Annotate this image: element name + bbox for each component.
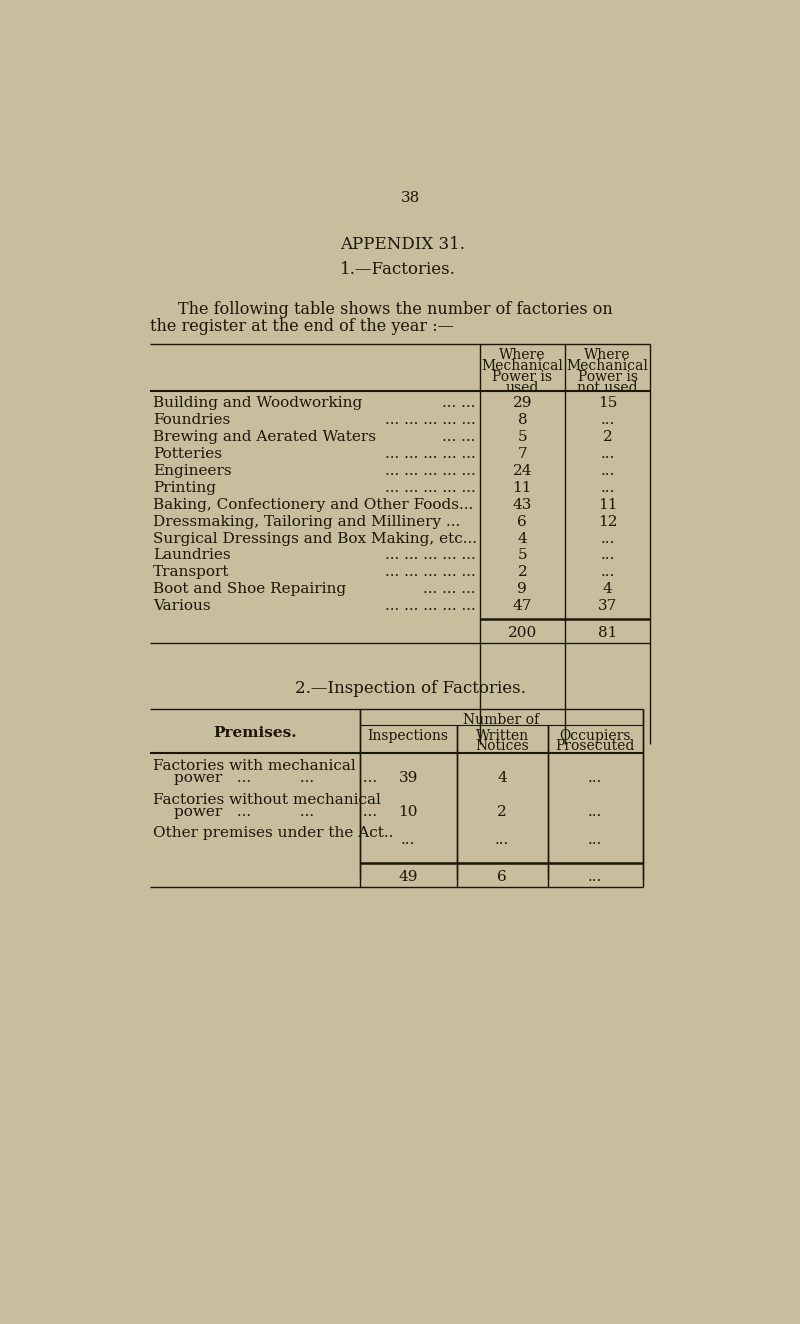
Text: Baking, Confectionery and Other Foods...: Baking, Confectionery and Other Foods... <box>153 498 473 511</box>
Text: 2: 2 <box>498 805 507 820</box>
Text: ...: ... <box>588 833 602 846</box>
Text: Factories with mechanical: Factories with mechanical <box>153 759 355 773</box>
Text: Printing: Printing <box>153 481 216 495</box>
Text: ...: ... <box>601 448 614 461</box>
Text: 15: 15 <box>598 396 618 410</box>
Text: 2.—Inspection of Factories.: 2.—Inspection of Factories. <box>294 681 526 698</box>
Text: power   ...          ...          ...: power ... ... ... <box>174 805 377 820</box>
Text: 29: 29 <box>513 396 532 410</box>
Text: ... ... ... ... ...: ... ... ... ... ... <box>385 413 476 426</box>
Text: not used: not used <box>578 380 638 395</box>
Text: 12: 12 <box>598 515 618 528</box>
Text: 39: 39 <box>398 771 418 785</box>
Text: ... ... ... ... ...: ... ... ... ... ... <box>385 448 476 461</box>
Text: ... ... ... ... ...: ... ... ... ... ... <box>385 481 476 495</box>
Text: Surgical Dressings and Box Making, etc...: Surgical Dressings and Box Making, etc..… <box>153 531 477 545</box>
Text: Written: Written <box>476 728 529 743</box>
Text: ... ... ... ... ...: ... ... ... ... ... <box>385 600 476 613</box>
Text: ...: ... <box>588 870 602 884</box>
Text: 5: 5 <box>518 548 527 563</box>
Text: 38: 38 <box>400 191 420 205</box>
Text: ...: ... <box>588 805 602 820</box>
Text: 81: 81 <box>598 626 618 641</box>
Text: 8: 8 <box>518 413 527 426</box>
Text: ...: ... <box>601 565 614 580</box>
Text: Various: Various <box>153 600 210 613</box>
Text: the register at the end of the year :—: the register at the end of the year :— <box>150 318 454 335</box>
Text: ... ... ...: ... ... ... <box>423 583 476 596</box>
Text: Inspections: Inspections <box>367 728 449 743</box>
Text: The following table shows the number of factories on: The following table shows the number of … <box>178 302 612 318</box>
Text: Foundries: Foundries <box>153 413 230 426</box>
Text: Laundries: Laundries <box>153 548 230 563</box>
Text: 2: 2 <box>518 565 527 580</box>
Text: 11: 11 <box>513 481 532 495</box>
Text: 47: 47 <box>513 600 532 613</box>
Text: Building and Woodworking: Building and Woodworking <box>153 396 362 410</box>
Text: ... ...: ... ... <box>442 430 476 444</box>
Text: Brewing and Aerated Waters: Brewing and Aerated Waters <box>153 430 376 444</box>
Text: Occupiers: Occupiers <box>559 728 631 743</box>
Text: Boot and Shoe Repairing: Boot and Shoe Repairing <box>153 583 346 596</box>
Text: APPENDIX 31.: APPENDIX 31. <box>340 236 466 253</box>
Text: ... ... ... ... ...: ... ... ... ... ... <box>385 463 476 478</box>
Text: Potteries: Potteries <box>153 448 222 461</box>
Text: power   ...          ...          ...: power ... ... ... <box>174 771 377 785</box>
Text: Number of: Number of <box>463 714 539 727</box>
Text: Prosecuted: Prosecuted <box>555 740 635 753</box>
Text: 1.—Factories.: 1.—Factories. <box>340 261 456 278</box>
Text: Mechanical: Mechanical <box>482 359 563 373</box>
Text: Mechanical: Mechanical <box>566 359 649 373</box>
Text: ...: ... <box>401 833 415 846</box>
Text: ... ... ... ... ...: ... ... ... ... ... <box>385 548 476 563</box>
Text: Notices: Notices <box>475 740 529 753</box>
Text: 2: 2 <box>602 430 613 444</box>
Text: ...: ... <box>601 481 614 495</box>
Text: 4: 4 <box>518 531 527 545</box>
Text: 37: 37 <box>598 600 618 613</box>
Text: 43: 43 <box>513 498 532 511</box>
Text: Dressmaking, Tailoring and Millinery ...: Dressmaking, Tailoring and Millinery ... <box>153 515 460 528</box>
Text: 6: 6 <box>498 870 507 884</box>
Text: 5: 5 <box>518 430 527 444</box>
Text: 200: 200 <box>508 626 537 641</box>
Text: 9: 9 <box>518 583 527 596</box>
Text: ...: ... <box>601 548 614 563</box>
Text: ...: ... <box>601 463 614 478</box>
Text: ... ... ... ... ...: ... ... ... ... ... <box>385 565 476 580</box>
Text: ...: ... <box>495 833 510 846</box>
Text: 24: 24 <box>513 463 532 478</box>
Text: Engineers: Engineers <box>153 463 231 478</box>
Text: 11: 11 <box>598 498 618 511</box>
Text: Transport: Transport <box>153 565 229 580</box>
Text: ...: ... <box>601 531 614 545</box>
Text: used: used <box>506 380 539 395</box>
Text: 4: 4 <box>602 583 613 596</box>
Text: ...: ... <box>588 771 602 785</box>
Text: 7: 7 <box>518 448 527 461</box>
Text: 4: 4 <box>498 771 507 785</box>
Text: 10: 10 <box>398 805 418 820</box>
Text: Premises.: Premises. <box>213 727 297 740</box>
Text: Power is: Power is <box>492 369 552 384</box>
Text: Factories without mechanical: Factories without mechanical <box>153 793 381 806</box>
Text: 6: 6 <box>518 515 527 528</box>
Text: Where: Where <box>584 348 631 363</box>
Text: Where: Where <box>499 348 546 363</box>
Text: Other premises under the Act..: Other premises under the Act.. <box>153 826 393 841</box>
Text: 49: 49 <box>398 870 418 884</box>
Text: ... ...: ... ... <box>442 396 476 410</box>
Text: Power is: Power is <box>578 369 638 384</box>
Text: ...: ... <box>601 413 614 426</box>
